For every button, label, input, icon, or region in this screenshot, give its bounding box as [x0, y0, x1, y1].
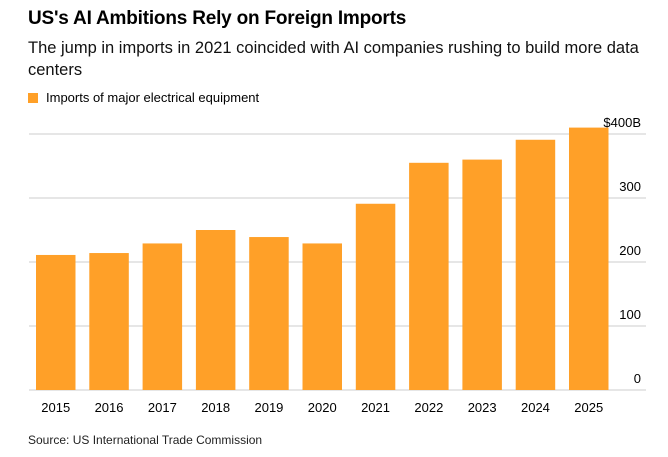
bar-2019: [249, 237, 289, 390]
x-tick-label: 2024: [521, 400, 550, 415]
bar-2021: [355, 203, 396, 390]
y-tick-label: 100: [619, 307, 641, 322]
bar-2023: [462, 159, 502, 390]
x-tick-label: 2015: [41, 400, 70, 415]
bar-2018: [195, 230, 236, 390]
bar-2015: [36, 254, 76, 390]
bar-2025: [569, 127, 609, 390]
y-tick-label: 300: [619, 179, 641, 194]
x-tick-label: 2020: [308, 400, 337, 415]
x-tick-label: 2016: [95, 400, 124, 415]
bar-2024: [515, 139, 556, 390]
chart-subtitle: The jump in imports in 2021 coincided wi…: [28, 39, 639, 79]
bar-2016: [89, 253, 129, 390]
x-tick-label: 2019: [254, 400, 283, 415]
bar-2022: [409, 162, 449, 390]
x-tick-label: 2025: [574, 400, 603, 415]
bar-2020: [302, 243, 342, 390]
x-tick-label: 2017: [148, 400, 177, 415]
legend: Imports of major electrical equipment: [28, 90, 259, 105]
chart-title: US's AI Ambitions Rely on Foreign Import…: [28, 8, 407, 29]
x-tick-label: 2018: [201, 400, 230, 415]
legend-swatch: [28, 92, 38, 103]
x-tick-label: 2023: [468, 400, 497, 415]
source-note: Source: US International Trade Commissio…: [28, 433, 263, 447]
bar-2017: [142, 243, 183, 390]
y-tick-label: 0: [634, 371, 641, 386]
y-tick-label: $400B: [603, 115, 641, 130]
x-tick-label: 2022: [414, 400, 443, 415]
legend-label: Imports of major electrical equipment: [46, 90, 260, 105]
x-tick-label: 2021: [361, 400, 390, 415]
y-tick-label: 200: [619, 243, 641, 258]
